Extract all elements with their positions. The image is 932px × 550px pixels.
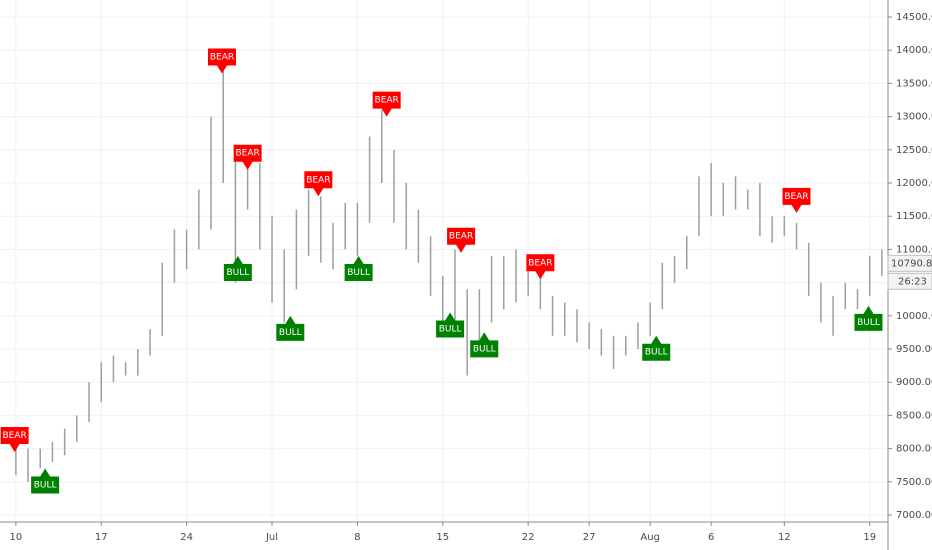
signal-label: BEAR [449, 232, 473, 242]
bull-signal: BULL [470, 332, 499, 358]
bear-signal: BEAR [233, 144, 262, 170]
bull-signal: BULL [642, 335, 671, 361]
signal-marker [447, 227, 476, 253]
y-tick-label: 13500.00 [896, 78, 932, 89]
signal-marker [642, 335, 671, 361]
last-price-box [887, 254, 932, 272]
signal-label: BEAR [2, 431, 26, 441]
y-tick-label: 10000.00 [896, 311, 932, 322]
signal-label: BULL [347, 268, 370, 278]
signal-label: BEAR [306, 175, 330, 185]
x-tick-label: Aug [640, 532, 660, 543]
bull-signal: BULL [223, 256, 252, 282]
signal-label: BULL [439, 324, 462, 334]
x-tick-label: 12 [778, 532, 791, 543]
signal-label: BULL [226, 268, 249, 278]
signal-marker [276, 315, 305, 341]
x-tick-label: 8 [354, 532, 360, 543]
signal-label: BEAR [528, 258, 552, 268]
signal-marker [344, 256, 373, 282]
signal-label: BULL [279, 328, 302, 338]
bull-signal: BULL [436, 312, 465, 338]
bear-signal: BEAR [208, 48, 236, 74]
signal-label: BULL [645, 348, 668, 358]
y-tick-label: 7000.00 [896, 510, 932, 521]
signal-marker [304, 171, 333, 197]
y-tick-label: 7500.00 [896, 477, 932, 488]
x-tick-label: 24 [180, 532, 193, 543]
y-tick-label: 12000.00 [896, 178, 932, 189]
bull-signal: BULL [344, 256, 373, 282]
signal-label: BEAR [375, 96, 399, 106]
y-tick-label: 13000.00 [896, 112, 932, 123]
bear-signal: BEAR [447, 227, 476, 253]
signal-label: BULL [34, 481, 57, 491]
signal-label: BULL [473, 344, 496, 354]
last-price-label: 10790.88 [891, 258, 932, 269]
y-tick-label: 8500.00 [896, 410, 932, 421]
signal-label: BEAR [210, 52, 234, 62]
bear-signal: BEAR [372, 91, 401, 117]
x-tick-label: 17 [95, 532, 108, 543]
signal-marker [782, 187, 811, 213]
signal-label: BEAR [784, 192, 808, 202]
y-tick-label: 9500.00 [896, 344, 932, 355]
x-tick-label: 19 [863, 532, 876, 543]
y-tick-label: 11000.00 [896, 244, 932, 255]
bull-signal: BULL [854, 305, 883, 331]
signal-label: BEAR [235, 149, 259, 159]
bear-signal: BEAR [526, 254, 555, 280]
signal-marker [436, 312, 465, 338]
bear-signal: BEAR [304, 171, 333, 197]
y-tick-label: 14500.00 [896, 12, 932, 23]
y-tick-label: 12500.00 [896, 145, 932, 156]
y-tick-label: 9000.00 [896, 377, 932, 388]
signal-marker [31, 468, 60, 494]
bull-signal: BULL [276, 315, 305, 341]
signal-marker [233, 144, 262, 170]
signal-marker [470, 332, 499, 358]
signal-marker [854, 305, 883, 331]
signal-marker [0, 426, 29, 452]
bear-signal: BEAR [782, 187, 811, 213]
x-tick-label: 6 [708, 532, 714, 543]
y-tick-label: 8000.00 [896, 444, 932, 455]
countdown-box [887, 272, 932, 290]
x-tick-label: 27 [583, 532, 596, 543]
y-tick-label: 11500.00 [896, 211, 932, 222]
signal-marker [208, 48, 236, 74]
signal-marker [372, 91, 401, 117]
x-tick-label: 15 [436, 532, 449, 543]
bear-signal: BEAR [0, 426, 29, 452]
signal-label: BULL [857, 318, 880, 328]
y-tick-label: 14000.00 [896, 45, 932, 56]
x-tick-label: Jul [265, 532, 278, 543]
x-tick-label: 22 [522, 532, 535, 543]
countdown-label: 26:23 [898, 276, 927, 287]
signal-marker [223, 256, 252, 282]
signal-marker [526, 254, 555, 280]
bull-signal: BULL [31, 468, 60, 494]
x-tick-label: 10 [9, 532, 22, 543]
